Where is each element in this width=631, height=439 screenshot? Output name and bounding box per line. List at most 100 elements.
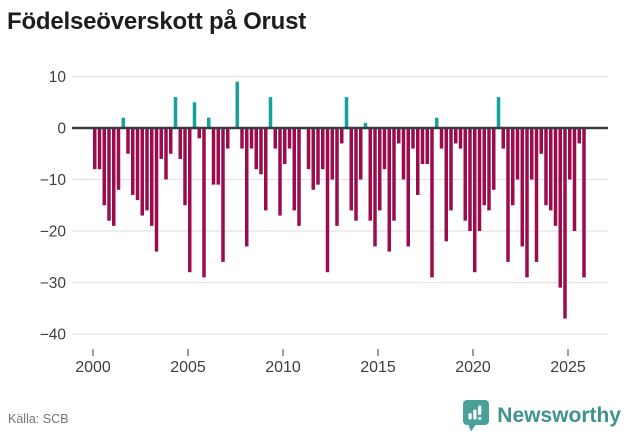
bar-2011Q4[interactable] <box>316 128 320 185</box>
bar-2024Q3[interactable] <box>558 128 563 288</box>
bar-2012Q4[interactable] <box>335 128 339 226</box>
bar-2022Q2[interactable] <box>515 128 520 180</box>
bar-2023Q3[interactable] <box>539 128 544 154</box>
bar-2015Q2[interactable] <box>382 128 387 170</box>
bar-2020Q2[interactable] <box>477 128 482 231</box>
bar-2004Q2[interactable] <box>173 97 178 128</box>
bar-2008Q1[interactable] <box>245 128 249 247</box>
bar-2020Q3[interactable] <box>482 128 487 206</box>
bar-2001Q3[interactable] <box>121 117 126 128</box>
bar-2023Q4[interactable] <box>544 128 548 206</box>
bar-2008Q4[interactable] <box>259 128 263 175</box>
bar-2020Q4[interactable] <box>487 128 491 211</box>
bar-2019Q4[interactable] <box>468 128 472 231</box>
bar-2024Q2[interactable] <box>553 128 558 226</box>
bar-2014Q4[interactable] <box>373 128 377 247</box>
bar-2014Q3[interactable] <box>368 128 373 221</box>
bar-2000Q2[interactable] <box>97 128 102 170</box>
bar-2009Q2[interactable] <box>268 97 273 128</box>
bar-2003Q3[interactable] <box>159 128 164 159</box>
bar-2005Q3[interactable] <box>197 128 202 139</box>
bar-2022Q1[interactable] <box>511 128 515 206</box>
bar-2006Q1[interactable] <box>207 117 211 128</box>
bar-2010Q3[interactable] <box>292 128 297 211</box>
bar-2013Q1[interactable] <box>340 128 344 144</box>
bar-2018Q3[interactable] <box>444 128 449 242</box>
bar-2007Q1[interactable] <box>226 128 230 149</box>
bar-2001Q1[interactable] <box>112 128 116 226</box>
bar-2025Q1[interactable] <box>568 128 572 180</box>
bar-2018Q4[interactable] <box>449 128 453 211</box>
bar-2019Q1[interactable] <box>454 128 458 144</box>
bar-2016Q4[interactable] <box>411 128 415 149</box>
bar-2009Q1[interactable] <box>264 128 268 211</box>
bar-2012Q1[interactable] <box>321 128 325 170</box>
bar-2017Q2[interactable] <box>420 128 425 165</box>
bar-2014Q1[interactable] <box>359 128 363 180</box>
bar-2017Q1[interactable] <box>416 128 420 195</box>
bar-2012Q2[interactable] <box>325 128 330 273</box>
bar-2016Q2[interactable] <box>401 128 406 180</box>
bar-2005Q1[interactable] <box>188 128 192 273</box>
bar-2008Q2[interactable] <box>249 128 254 149</box>
bar-2015Q3[interactable] <box>387 128 392 252</box>
bar-2014Q2[interactable] <box>363 122 368 128</box>
bar-2015Q4[interactable] <box>392 128 396 221</box>
bar-2006Q4[interactable] <box>221 128 225 262</box>
bar-2002Q3[interactable] <box>140 128 145 216</box>
newsworthy-logo[interactable]: Newsworthy <box>462 399 621 432</box>
bar-2003Q2[interactable] <box>154 128 159 252</box>
bar-2017Q4[interactable] <box>430 128 434 278</box>
bar-2019Q2[interactable] <box>458 128 463 149</box>
bar-2016Q3[interactable] <box>406 128 411 247</box>
bar-2006Q2[interactable] <box>211 128 216 185</box>
bar-2002Q2[interactable] <box>135 128 140 201</box>
bar-2021Q1[interactable] <box>492 128 496 190</box>
bar-2001Q2[interactable] <box>116 128 121 190</box>
bar-2022Q3[interactable] <box>520 128 525 247</box>
bar-2024Q4[interactable] <box>563 128 567 319</box>
bar-2000Q3[interactable] <box>102 128 107 206</box>
bar-2013Q4[interactable] <box>354 128 358 221</box>
bar-2021Q4[interactable] <box>506 128 510 262</box>
bar-2002Q1[interactable] <box>131 128 135 195</box>
bar-2019Q3[interactable] <box>463 128 468 221</box>
bar-2013Q3[interactable] <box>349 128 354 211</box>
bar-2004Q4[interactable] <box>183 128 187 206</box>
bar-2021Q2[interactable] <box>496 97 501 128</box>
bar-2020Q1[interactable] <box>473 128 477 273</box>
bar-2000Q1[interactable] <box>93 128 97 170</box>
bar-2002Q4[interactable] <box>145 128 149 211</box>
bar-2015Q1[interactable] <box>378 128 382 211</box>
bar-2010Q4[interactable] <box>297 128 301 226</box>
bar-2017Q3[interactable] <box>425 128 430 165</box>
bar-2018Q2[interactable] <box>439 128 444 149</box>
bar-2023Q1[interactable] <box>530 128 534 180</box>
bar-2004Q1[interactable] <box>169 128 173 154</box>
bar-2023Q2[interactable] <box>534 128 539 262</box>
bar-2003Q1[interactable] <box>150 128 154 226</box>
bar-2011Q2[interactable] <box>306 128 311 170</box>
bar-2025Q2[interactable] <box>572 128 577 231</box>
bar-2013Q2[interactable] <box>344 97 349 128</box>
bar-2025Q3[interactable] <box>577 128 582 144</box>
bar-2009Q3[interactable] <box>273 128 278 149</box>
bar-2016Q1[interactable] <box>397 128 401 144</box>
bar-2011Q3[interactable] <box>311 128 316 190</box>
bar-2005Q2[interactable] <box>192 102 197 128</box>
bar-2021Q3[interactable] <box>501 128 506 149</box>
bar-2010Q2[interactable] <box>287 128 292 149</box>
bar-2001Q4[interactable] <box>126 128 130 154</box>
bar-2000Q4[interactable] <box>107 128 111 221</box>
bar-2008Q3[interactable] <box>254 128 259 170</box>
bar-2007Q4[interactable] <box>240 128 244 149</box>
bar-2010Q1[interactable] <box>283 128 287 165</box>
bar-2022Q4[interactable] <box>525 128 529 278</box>
bar-2018Q1[interactable] <box>435 117 439 128</box>
bar-2025Q4[interactable] <box>582 128 586 278</box>
bar-2005Q4[interactable] <box>202 128 206 278</box>
bar-2012Q3[interactable] <box>330 128 335 180</box>
bar-2007Q3[interactable] <box>235 81 240 128</box>
bar-2009Q4[interactable] <box>278 128 282 216</box>
bar-2006Q3[interactable] <box>216 128 221 185</box>
